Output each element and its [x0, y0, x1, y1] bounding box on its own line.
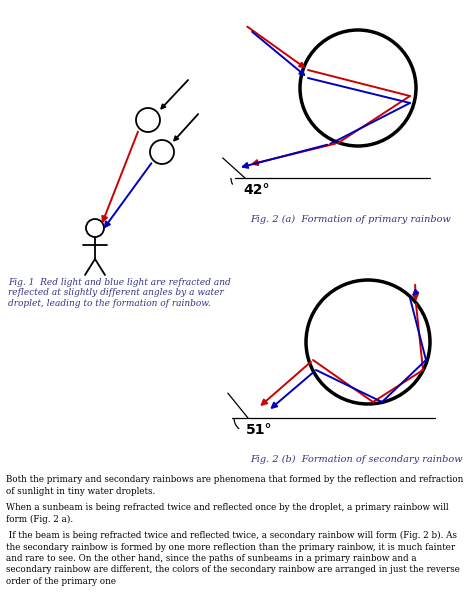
Text: secondary rainbow are different, the colors of the secondary rainbow are arrange: secondary rainbow are different, the col…	[6, 566, 460, 574]
Text: form (Fig. 2 a).: form (Fig. 2 a).	[6, 515, 73, 524]
Text: When a sunbeam is being refracted twice and reflected once by the droplet, a pri: When a sunbeam is being refracted twice …	[6, 503, 448, 512]
Text: Fig. 1  Red light and blue light are refracted and
reflected at slightly differe: Fig. 1 Red light and blue light are refr…	[8, 278, 231, 308]
Text: 51°: 51°	[246, 423, 273, 437]
Text: Fig. 2 (b)  Formation of secondary rainbow: Fig. 2 (b) Formation of secondary rainbo…	[250, 455, 463, 464]
Text: Both the primary and secondary rainbows are phenomena that formed by the reflect: Both the primary and secondary rainbows …	[6, 475, 464, 484]
Text: If the beam is being refracted twice and reflected twice, a secondary rainbow wi: If the beam is being refracted twice and…	[6, 531, 457, 540]
Text: of sunlight in tiny water droplets.: of sunlight in tiny water droplets.	[6, 487, 155, 496]
Text: Fig. 2 (a)  Formation of primary rainbow: Fig. 2 (a) Formation of primary rainbow	[250, 215, 451, 224]
Text: order of the primary one: order of the primary one	[6, 577, 116, 586]
Text: 42°: 42°	[243, 183, 270, 197]
Text: the secondary rainbow is formed by one more reflection than the primary rainbow,: the secondary rainbow is formed by one m…	[6, 543, 455, 552]
Text: and rare to see. On the other hand, since the paths of sunbeams in a primary rai: and rare to see. On the other hand, sinc…	[6, 554, 417, 563]
